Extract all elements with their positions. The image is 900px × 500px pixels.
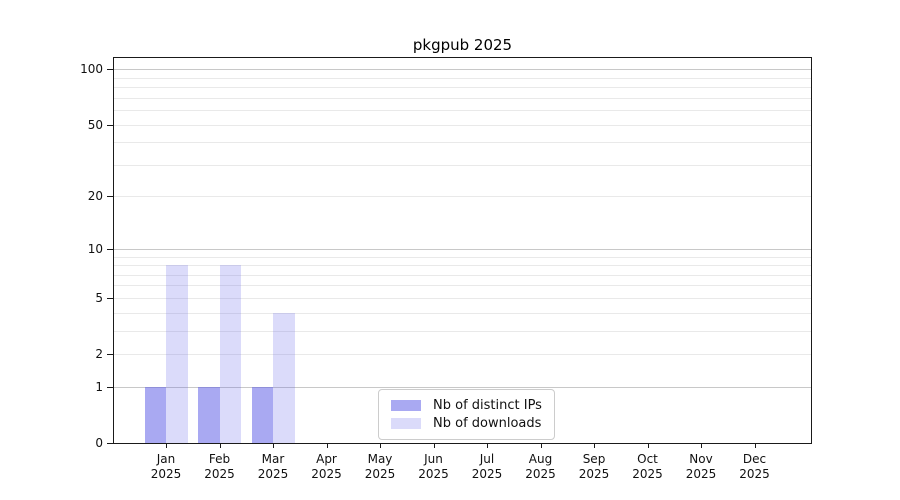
grid-line — [114, 142, 811, 144]
x-tick-mark — [594, 444, 595, 448]
legend-label: Nb of distinct IPs — [433, 398, 542, 413]
y-tick-label: 1 — [95, 379, 103, 394]
bar-distinct-ips — [251, 386, 273, 443]
x-tick-mark — [701, 444, 702, 448]
grid-line — [114, 248, 811, 250]
bar-downloads — [219, 265, 241, 443]
legend-swatch-icon — [391, 418, 421, 429]
y-tick-mark — [107, 196, 113, 198]
x-tick-label: Dec 2025 — [739, 452, 770, 481]
x-tick-mark — [754, 444, 756, 448]
x-tick-label: Oct 2025 — [632, 452, 663, 481]
grid-line — [114, 97, 811, 99]
x-tick-mark — [647, 444, 649, 448]
y-tick-label: 2 — [95, 347, 103, 362]
grid-line — [114, 77, 811, 79]
x-tick-label: Aug 2025 — [525, 452, 556, 481]
y-tick-label: 20 — [87, 189, 103, 204]
legend-label: Nb of downloads — [433, 416, 542, 431]
y-tick-label: 50 — [87, 117, 103, 132]
x-tick-mark — [326, 444, 328, 448]
y-tick-mark — [107, 354, 113, 355]
legend-swatch-icon — [391, 400, 421, 411]
y-tick-label: 0 — [95, 436, 103, 450]
x-tick-label: Jan 2025 — [150, 452, 182, 481]
y-tick-mark — [107, 69, 113, 71]
grid-line — [114, 330, 811, 332]
grid-line — [114, 87, 811, 89]
grid-line — [114, 312, 811, 314]
y-tick-mark — [107, 386, 113, 388]
y-tick-label: 100 — [80, 62, 103, 77]
grid-line — [114, 110, 811, 112]
x-tick-label: Feb 2025 — [204, 452, 235, 481]
bar-downloads — [273, 312, 295, 443]
grid-line — [114, 124, 811, 126]
x-tick-label: May 2025 — [364, 452, 396, 481]
chart-title: pkgpub 2025 — [412, 36, 513, 54]
grid-line — [114, 285, 811, 287]
legend-row: Nb of distinct IPs — [391, 398, 542, 413]
grid-line — [114, 265, 811, 266]
bar-downloads — [166, 265, 188, 443]
grid-line — [114, 354, 811, 355]
x-tick-mark — [273, 444, 274, 448]
plot-area — [113, 57, 812, 444]
x-tick-mark — [166, 444, 167, 448]
x-tick-label: Mar 2025 — [257, 452, 289, 481]
grid-line — [114, 69, 811, 71]
grid-line — [114, 297, 811, 299]
x-tick-mark — [219, 444, 221, 448]
bar-distinct-ips — [144, 386, 166, 443]
x-tick-mark — [540, 444, 542, 448]
legend-row: Nb of downloads — [391, 416, 542, 431]
y-tick-label: 10 — [87, 241, 103, 256]
x-tick-label: Jul 2025 — [471, 452, 503, 481]
y-tick-mark — [107, 443, 113, 444]
y-tick-mark — [107, 124, 113, 126]
x-tick-label: Nov 2025 — [685, 452, 717, 481]
x-tick-label: Sep 2025 — [578, 452, 610, 481]
x-tick-mark — [433, 444, 435, 448]
x-tick-label: Apr 2025 — [311, 452, 342, 481]
grid-line — [114, 196, 811, 198]
y-tick-mark — [107, 297, 113, 299]
x-tick-mark — [380, 444, 381, 448]
grid-line — [114, 164, 811, 166]
bar-distinct-ips — [198, 386, 220, 443]
x-tick-mark — [487, 444, 488, 448]
legend: Nb of distinct IPs Nb of downloads — [378, 389, 555, 440]
grid-line — [114, 386, 811, 388]
y-tick-mark — [107, 248, 113, 250]
x-tick-label: Jun 2025 — [418, 452, 449, 481]
y-tick-label: 5 — [95, 290, 103, 305]
grid-line — [114, 256, 811, 258]
grid-line — [114, 274, 811, 276]
